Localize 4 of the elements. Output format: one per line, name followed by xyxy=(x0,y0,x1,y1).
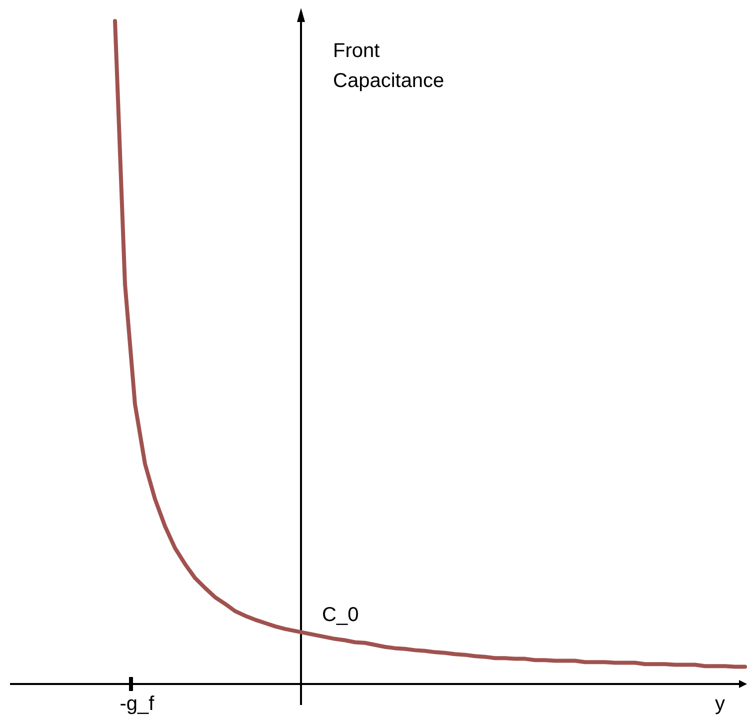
annotation: C_0 xyxy=(322,604,359,626)
text: -g_f xyxy=(120,693,155,715)
x-axis-title: y xyxy=(715,693,725,715)
y-axis-title: Front Capacitance xyxy=(333,40,444,92)
